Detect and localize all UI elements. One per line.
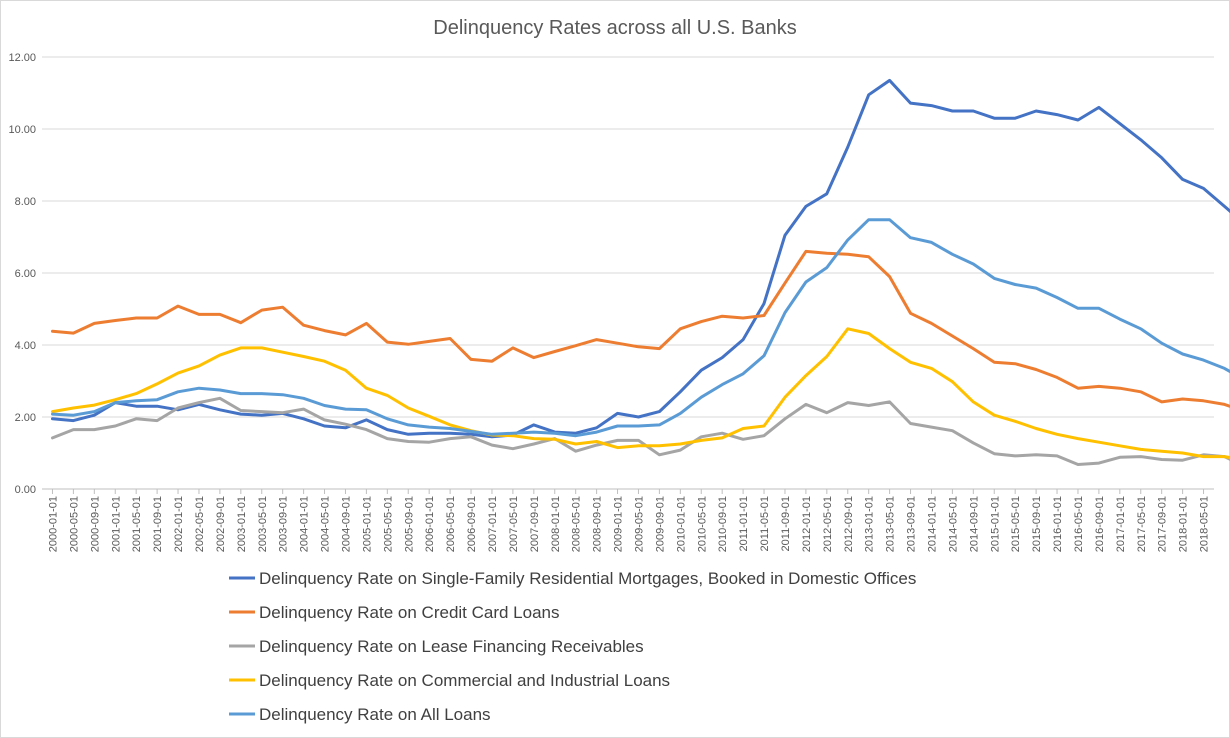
y-tick-label: 6.00	[15, 268, 36, 280]
x-tick-label: 2007-01-01	[487, 496, 499, 552]
legend-label-3: Delinquency Rate on Commercial and Indus…	[259, 671, 670, 690]
x-tick-label: 2015-09-01	[1031, 496, 1043, 552]
x-tick-label: 2008-01-01	[550, 496, 562, 552]
x-tick-label: 2014-01-01	[926, 496, 938, 552]
x-tick-label: 2002-05-01	[194, 496, 206, 552]
x-tick-label: 2005-05-01	[382, 496, 394, 552]
x-tick-label: 2013-05-01	[885, 496, 897, 552]
x-tick-label: 2015-01-01	[989, 496, 1001, 552]
x-tick-label: 2012-09-01	[843, 496, 855, 552]
legend: Delinquency Rate on Single-Family Reside…	[229, 569, 916, 724]
x-tick-label: 2010-05-01	[696, 496, 708, 552]
x-tick-label: 2010-09-01	[717, 496, 729, 552]
x-tick-label: 2012-01-01	[801, 496, 813, 552]
x-tick-label: 2006-05-01	[445, 496, 457, 552]
x-tick-label: 2015-05-01	[1010, 496, 1022, 552]
x-tick-label: 2016-01-01	[1052, 496, 1064, 552]
x-tick-label: 2008-05-01	[571, 496, 583, 552]
x-tick-label: 2006-01-01	[424, 496, 436, 552]
x-tick-label: 2001-09-01	[152, 496, 164, 552]
x-tick-label: 2012-05-01	[822, 496, 834, 552]
x-tick-label: 2005-01-01	[361, 496, 373, 552]
legend-label-0: Delinquency Rate on Single-Family Reside…	[259, 569, 916, 588]
legend-label-2: Delinquency Rate on Lease Financing Rece…	[259, 637, 644, 656]
chart-title: Delinquency Rates across all U.S. Banks	[433, 17, 797, 39]
y-tick-label: 0.00	[15, 484, 36, 496]
y-tick-label: 12.00	[8, 52, 36, 64]
y-tick-label: 2.00	[15, 412, 36, 424]
x-tick-label: 2004-09-01	[340, 496, 352, 552]
x-tick-label: 2007-05-01	[508, 496, 520, 552]
x-tick-label: 2003-01-01	[236, 496, 248, 552]
x-tick-label: 2017-05-01	[1136, 496, 1148, 552]
x-tick-label: 2008-09-01	[592, 496, 604, 552]
x-tick-label: 2017-09-01	[1157, 496, 1169, 552]
x-tick-label: 2009-01-01	[613, 496, 625, 552]
x-tick-label: 2018-05-01	[1199, 496, 1211, 552]
series-line-1	[51, 249, 1230, 408]
series-line-3	[51, 327, 1230, 460]
gridlines	[42, 56, 1214, 490]
x-tick-label: 2013-01-01	[864, 496, 876, 552]
x-tick-label: 2002-09-01	[215, 496, 227, 552]
x-tick-label: 2018-01-01	[1178, 496, 1190, 552]
x-tick-label: 2005-09-01	[403, 496, 415, 552]
x-tick-label: 2011-09-01	[780, 496, 792, 551]
x-tick-label: 2009-05-01	[633, 496, 645, 552]
x-axis-ticks: 2000-01-01 2000-05-01 2000-09-01 2001-01-01…	[47, 489, 1211, 552]
x-tick-label: 2014-09-01	[968, 496, 980, 552]
y-axis-ticks: 0.00 2.00 4.00 6.00 8.00 10.00 12.00	[8, 52, 36, 496]
x-tick-label: 2006-09-01	[466, 496, 478, 552]
series-lines	[51, 78, 1230, 466]
x-tick-label: 2011-01-01	[738, 496, 750, 551]
x-tick-label: 2000-01-01	[47, 496, 59, 552]
x-tick-label: 2004-01-01	[299, 496, 311, 552]
x-tick-label: 2013-09-01	[906, 496, 918, 552]
legend-label-1: Delinquency Rate on Credit Card Loans	[259, 603, 560, 622]
x-tick-label: 2001-01-01	[110, 496, 122, 552]
y-tick-label: 8.00	[15, 196, 36, 208]
x-tick-label: 2003-09-01	[278, 496, 290, 552]
x-tick-label: 2016-09-01	[1094, 496, 1106, 552]
series-line-0	[51, 78, 1230, 439]
x-tick-label: 2016-05-01	[1073, 496, 1085, 552]
series-line-2	[51, 396, 1230, 466]
x-tick-label: 2014-05-01	[947, 496, 959, 552]
x-tick-label: 2010-01-01	[675, 496, 687, 552]
x-tick-label: 2011-05-01	[759, 496, 771, 551]
x-tick-label: 2007-09-01	[529, 496, 541, 552]
y-tick-label: 4.00	[15, 340, 36, 352]
x-tick-label: 2000-09-01	[89, 496, 101, 552]
x-tick-label: 2001-05-01	[131, 496, 143, 552]
x-tick-label: 2017-01-01	[1115, 496, 1127, 552]
x-tick-label: 2000-05-01	[68, 496, 80, 552]
x-tick-label: 2009-09-01	[654, 496, 666, 552]
x-tick-label: 2004-05-01	[320, 496, 332, 552]
legend-label-4: Delinquency Rate on All Loans	[259, 705, 491, 724]
x-tick-label: 2003-05-01	[257, 496, 269, 552]
y-tick-label: 10.00	[8, 124, 36, 136]
x-tick-label: 2002-01-01	[173, 496, 185, 552]
series-line-4	[51, 218, 1230, 438]
